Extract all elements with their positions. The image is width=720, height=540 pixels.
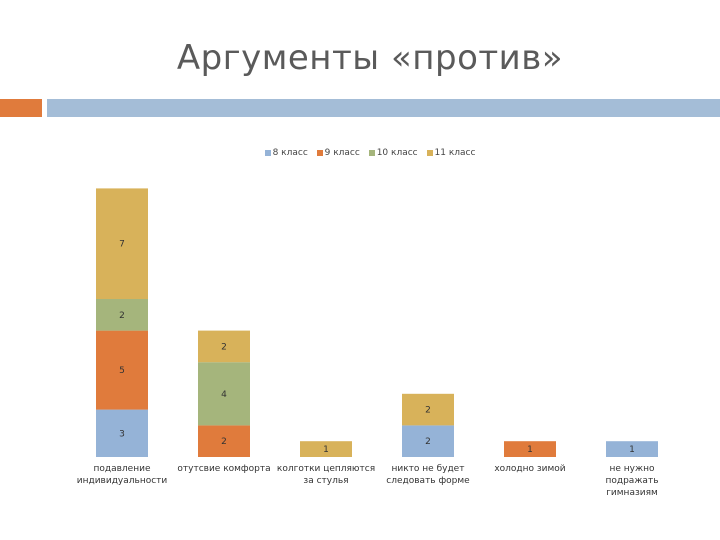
data-label: 2 [221,342,227,352]
legend-label: 8 класс [272,148,308,158]
bar-segment [402,425,454,457]
data-label: 1 [527,445,533,455]
data-label: 2 [119,311,125,321]
accent-band-blue [47,99,720,117]
legend-item: 9 класс [316,148,360,158]
legend-item: 11 класс [426,148,476,158]
bar-segment [198,425,250,457]
legend-label: 11 класс [434,148,476,158]
category-label: колготки цепляются за стулья [276,464,376,486]
accent-band-orange [0,99,42,117]
data-label: 4 [221,390,227,400]
bar-segment [504,441,556,457]
data-label: 3 [119,429,125,439]
category-label: отутсвие комфорта [177,464,271,474]
bar-segment [96,330,148,410]
bar-segment [96,409,148,457]
legend-label: 10 класс [376,148,418,158]
bar-segment [402,393,454,426]
data-label: 1 [629,445,635,455]
data-label: 7 [119,240,125,250]
legend-item: 10 класс [368,148,418,158]
chart-legend: 8 класс 9 класс 10 класс 11 класс [0,148,720,158]
data-label: 1 [323,445,329,455]
bar-segment [300,441,352,457]
legend-swatch [316,149,323,156]
legend-label: 9 класс [324,148,360,158]
category-label: подавление индивидуальности [76,464,168,486]
slide-title: Аргументы «против» [176,38,564,78]
data-label: 2 [221,437,227,447]
legend-swatch [264,149,271,156]
bar-segment [198,362,250,426]
data-label: 2 [425,406,431,416]
bar-segment [198,330,250,363]
category-label: не нужно подражать гимназиям [605,464,659,498]
bar-segment [96,188,148,299]
legend-item: 8 класс [264,148,308,158]
bar-segment [606,441,658,457]
category-label: никто не будет следовать форме [386,464,470,486]
legend-swatch [426,149,433,156]
bar-segment [96,299,148,331]
data-label: 2 [425,437,431,447]
data-label: 5 [119,366,125,376]
category-label: холодно зимой [494,464,566,474]
legend-swatch [368,149,375,156]
